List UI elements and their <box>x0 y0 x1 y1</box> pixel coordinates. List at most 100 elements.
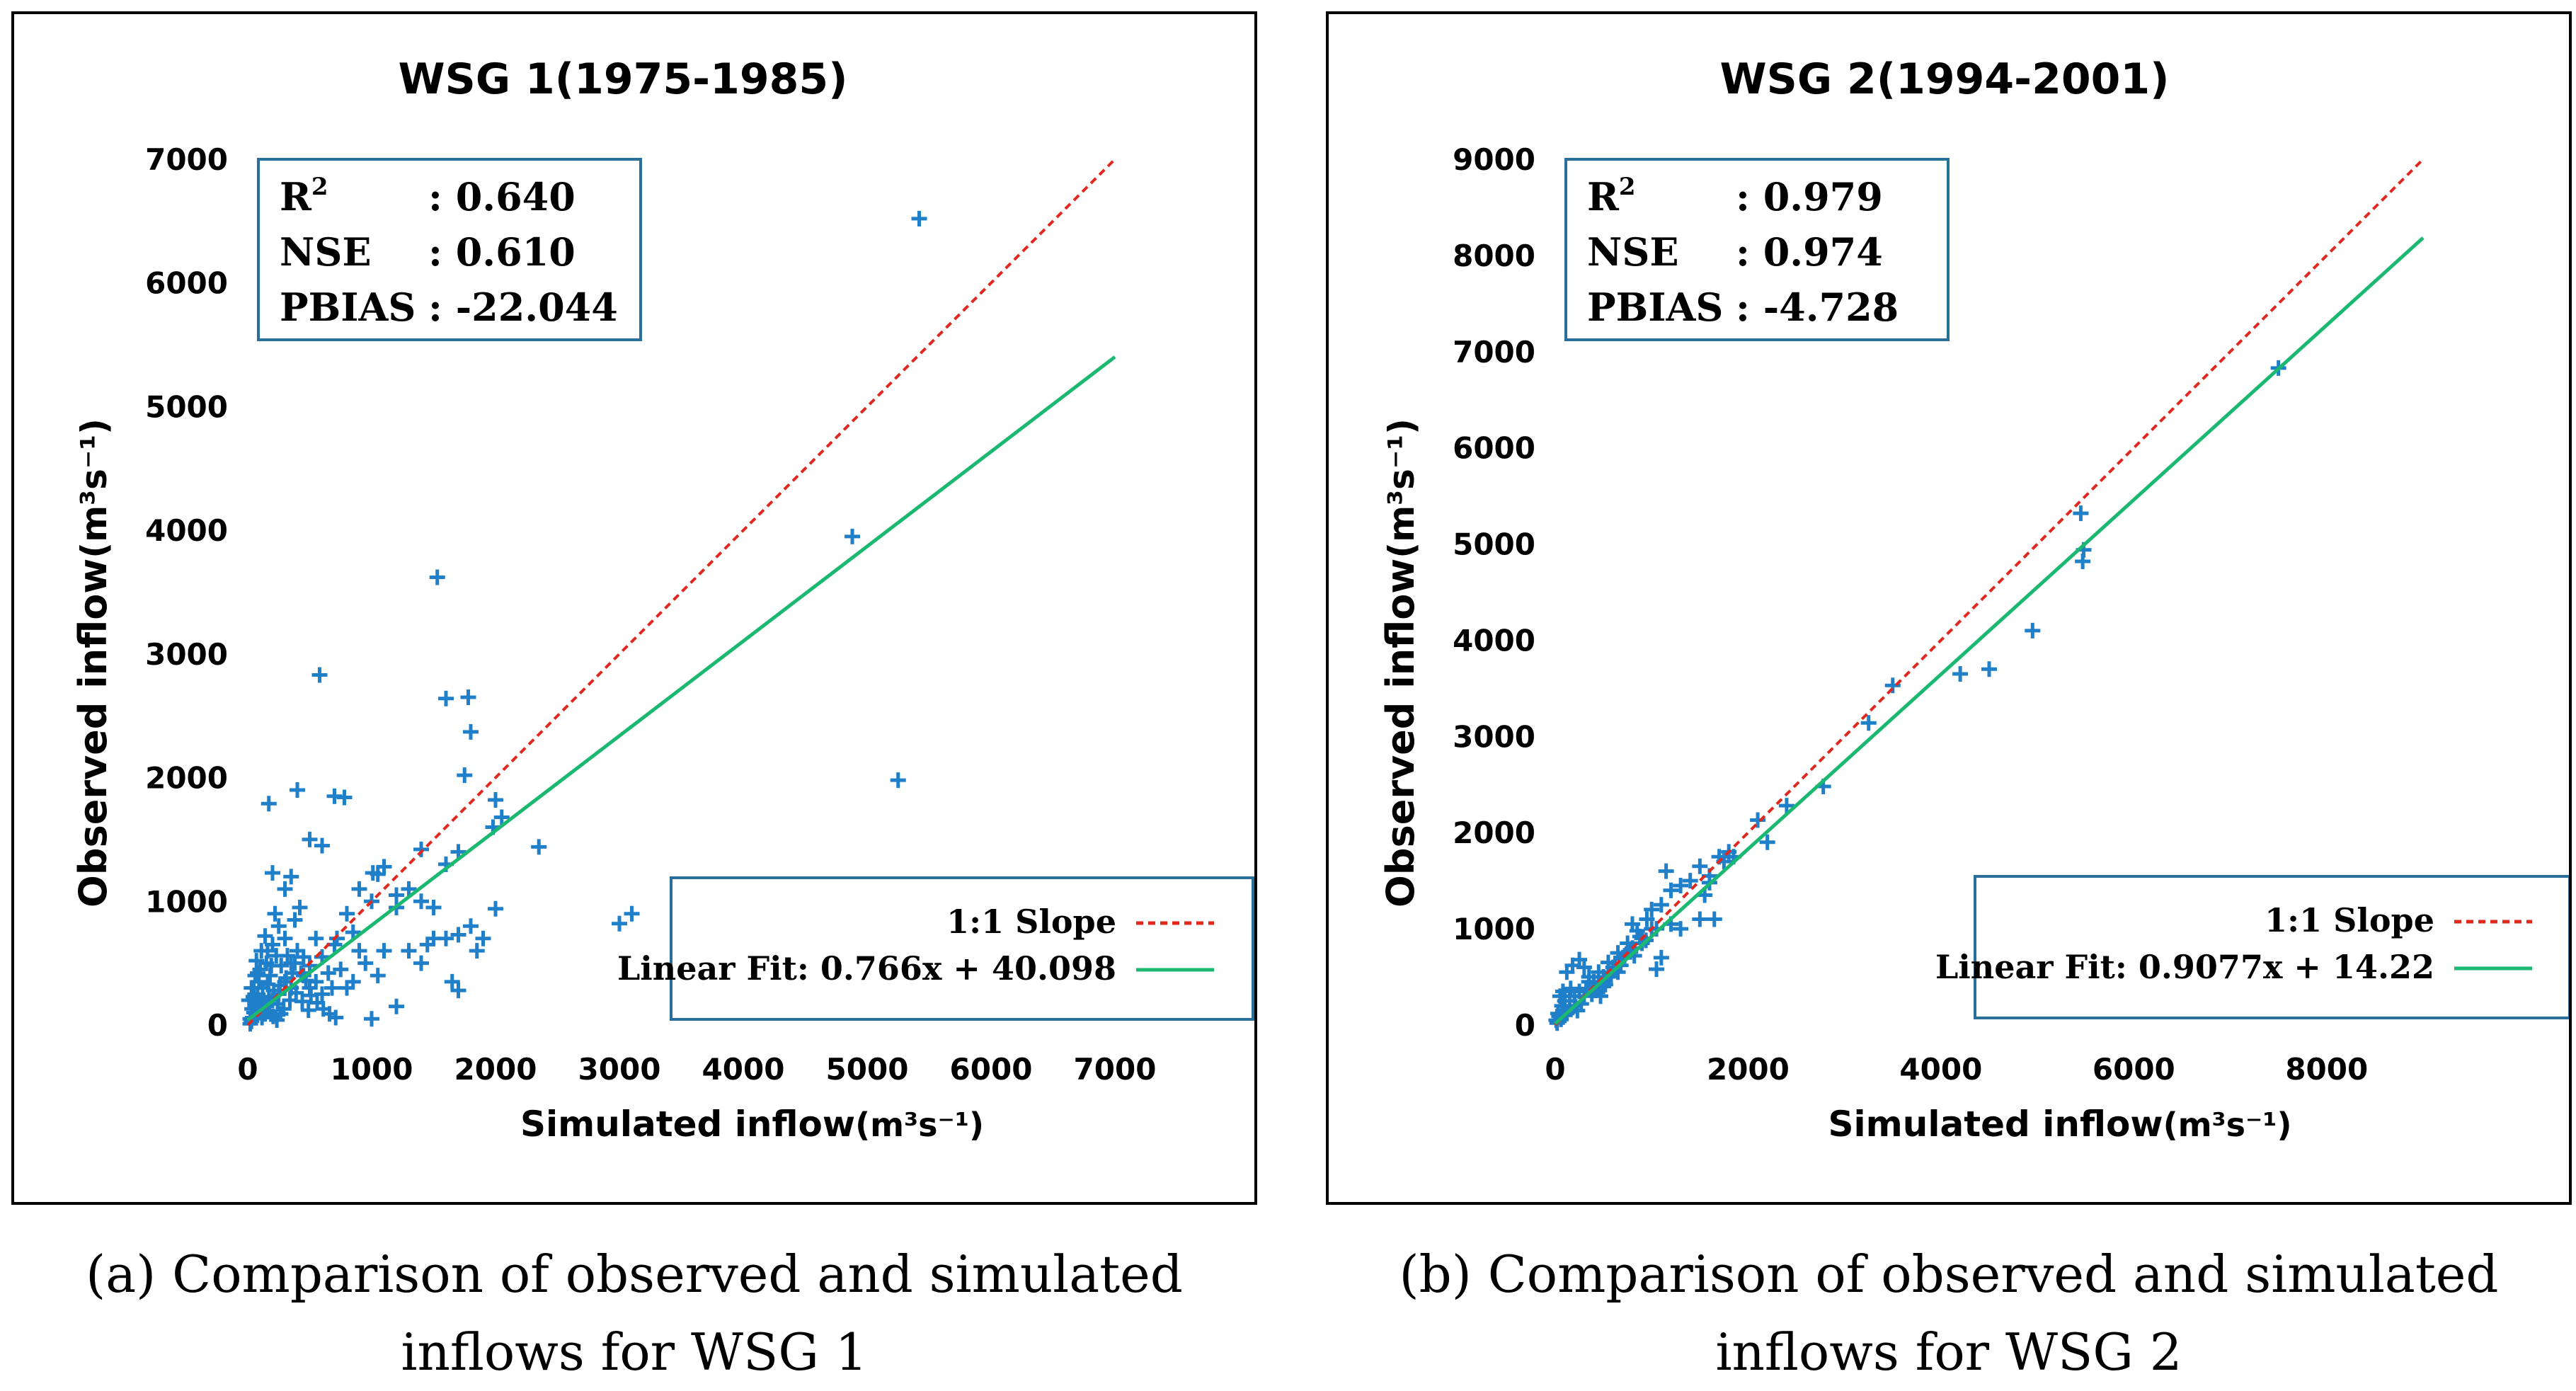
wsg2-data-point <box>1759 834 1775 850</box>
wsg2-y-tick-label: 8000 <box>1453 239 1535 273</box>
wsg1-linear-fit-line <box>246 355 1116 1021</box>
wsg1-data-point <box>308 930 324 946</box>
caption-a-line2: inflows for WSG 1 <box>401 1322 868 1382</box>
wsg1-data-point <box>339 905 355 922</box>
caption-b-line2: inflows for WSG 2 <box>1715 1322 2182 1382</box>
wsg1-data-point <box>287 912 303 928</box>
wsg2-x-axis-title-unit: (m³s⁻¹) <box>2163 1106 2292 1144</box>
wsg2-data-point <box>1644 901 1660 917</box>
wsg2-x-tick-label: 4000 <box>1899 1052 1982 1087</box>
wsg2-stat-value: : 0.974 <box>1736 229 1883 275</box>
wsg2-stat-name: NSE <box>1587 229 1679 275</box>
wsg1-y-tick-label: 6000 <box>145 266 228 301</box>
wsg2-x-axis-title-main: Simulated inflow <box>1828 1104 2163 1145</box>
wsg2-data-point <box>2073 505 2089 522</box>
wsg2-data-point <box>1778 798 1794 814</box>
wsg1-y-tick-label: 5000 <box>145 389 228 424</box>
wsg1-legend-box <box>670 876 1254 1021</box>
wsg2-y-tick-label: 0 <box>1515 1008 1535 1043</box>
wsg2-stats-box <box>1564 158 1950 341</box>
wsg2-data-point <box>1952 666 1969 682</box>
wsg1-data-point <box>311 667 328 683</box>
wsg1-data-point <box>260 976 275 992</box>
wsg2-x-tick-label: 2000 <box>1707 1052 1790 1087</box>
wsg1-data-point <box>345 973 361 990</box>
wsg2-data-point <box>1639 911 1655 927</box>
wsg1-data-point <box>531 839 547 855</box>
caption-a-line1: (a) Comparison of observed and simulated <box>86 1244 1183 1304</box>
wsg1-data-point <box>438 690 454 706</box>
wsg1-data-point <box>419 937 435 953</box>
wsg2-data-point <box>1576 959 1592 975</box>
wsg1-y-tick-label: 3000 <box>145 637 228 672</box>
wsg1-x-tick-label: 7000 <box>1074 1052 1157 1087</box>
wsg2-y-axis-title-main: Observed inflow <box>1378 559 1423 908</box>
wsg1-data-point <box>425 900 442 916</box>
wsg1-data-point <box>401 881 417 897</box>
wsg2-y-tick-label: 1000 <box>1453 912 1535 946</box>
wsg1-data-point <box>429 569 445 585</box>
wsg2-x-tick-label: 8000 <box>2285 1052 2368 1087</box>
wsg1-x-axis-title-unit: (m³s⁻¹) <box>855 1106 984 1144</box>
wsg1-data-point <box>413 841 429 857</box>
wsg2-x-tick-label: 0 <box>1545 1052 1565 1087</box>
wsg1-x-tick-label: 1000 <box>331 1052 413 1087</box>
wsg1-data-point <box>413 955 429 971</box>
wsg1-data-point <box>469 943 485 959</box>
wsg1-data-point <box>911 210 927 227</box>
wsg2-data-point <box>2025 622 2041 639</box>
wsg1-data-point <box>438 930 454 946</box>
wsg2-y-axis-title-unit: (m³s⁻¹) <box>1381 418 1422 559</box>
wsg1-x-tick-label: 0 <box>237 1052 258 1087</box>
wsg2-y-tick-label: 3000 <box>1453 719 1535 754</box>
wsg1-data-point <box>280 948 295 964</box>
wsg1-stat-name: R2 <box>280 173 328 219</box>
wsg1-stat-name: PBIAS <box>280 285 416 330</box>
wsg1-data-point <box>270 918 287 934</box>
wsg1-data-point <box>463 723 479 740</box>
wsg1-chart-title: WSG 1(1975-1985) <box>398 55 847 104</box>
wsg2-data-point <box>1564 957 1581 973</box>
wsg1-data-point <box>250 965 265 981</box>
wsg2-data-point <box>1692 858 1708 874</box>
wsg2-y-tick-label: 2000 <box>1453 815 1535 850</box>
wsg2-y-tick-label: 7000 <box>1453 335 1535 370</box>
wsg2-data-point <box>1593 988 1609 1004</box>
wsg2-stat-name-sup: 2 <box>1619 173 1636 201</box>
wsg2-stat-value: : -4.728 <box>1736 285 1899 330</box>
wsg2-data-point <box>1649 961 1665 978</box>
wsg2-stat-value: : 0.979 <box>1736 174 1883 219</box>
wsg1-stat-value: : 0.640 <box>428 174 576 219</box>
wsg2-y-axis-title: Observed inflow(m³s⁻¹) <box>1378 418 1423 908</box>
wsg2-data-point <box>1658 863 1674 879</box>
wsg1-data-point <box>624 905 640 922</box>
chart-panel-wsg1: WSG 1(1975-1985) 0 1000 2000 3000 4000 5000 600… <box>11 11 1257 1205</box>
wsg1-data-point <box>450 927 466 943</box>
wsg1-y-tick-label: 0 <box>207 1008 228 1043</box>
wsg1-y-tick-label: 4000 <box>145 513 228 548</box>
wsg2-data-point <box>1682 873 1698 889</box>
wsg1-x-tick-label: 3000 <box>578 1052 661 1087</box>
wsg1-data-point <box>351 943 367 959</box>
wsg1-stat-value: : 0.610 <box>428 229 576 275</box>
wsg2-data-point <box>1653 897 1669 913</box>
wsg1-data-point <box>357 955 374 971</box>
wsg2-legend-box <box>1974 875 2569 1019</box>
wsg1-data-point <box>333 961 349 978</box>
wsg2-data-point <box>1653 949 1669 966</box>
wsg2-data-point <box>1706 911 1722 927</box>
wsg2-data-point <box>1555 983 1571 1000</box>
wsg1-data-point <box>845 528 860 544</box>
wsg1-data-point <box>302 831 318 847</box>
wsg1-x-tick-label: 4000 <box>702 1052 785 1087</box>
wsg1-y-axis-title-unit: (m³s⁻¹) <box>74 418 115 559</box>
wsg1-data-point <box>257 928 273 944</box>
wsg1-stats-box <box>257 158 642 341</box>
wsg2-y-tick-label: 6000 <box>1453 431 1535 466</box>
wsg2-y-tick-label: 9000 <box>1453 142 1535 177</box>
wsg1-stat-value: : -22.044 <box>428 285 618 330</box>
wsg1-data-point <box>287 955 303 971</box>
wsg2-data-point <box>1692 911 1708 927</box>
wsg1-stat-name-sup: 2 <box>311 173 328 201</box>
wsg1-data-point <box>326 788 343 804</box>
